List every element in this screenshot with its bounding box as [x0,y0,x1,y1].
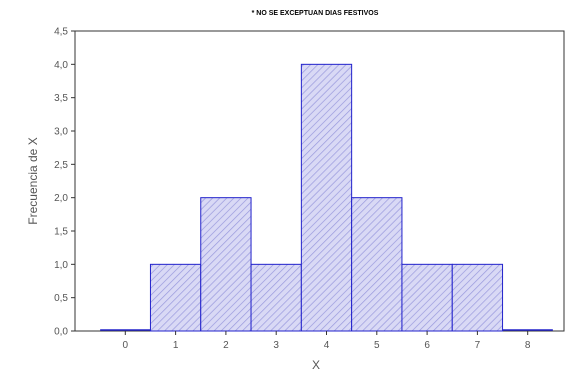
bar-7 [451,263,504,332]
x-tick-label-5: 5 [374,340,380,351]
y-axis-label: Frecuencia de X [26,137,40,224]
x-axis-label: X [312,358,320,372]
x-tick-label-1: 1 [173,340,179,351]
y-tick-label-8: 4,0 [54,60,68,71]
x-tick-label-8: 8 [525,340,531,351]
y-tick-label-0: 0,0 [54,327,68,338]
chart-subtitle: * NO SE EXCEPTUAN DIAS FESTIVOS [252,10,379,17]
bar-5 [351,197,403,332]
x-tick-label-4: 4 [324,340,330,351]
y-tick-label-9: 4,5 [54,27,68,38]
x-ticks-layer: 0 1 2 3 4 5 6 7 8 [123,331,531,351]
x-tick-label-7: 7 [475,340,481,351]
bar-2 [200,197,252,332]
y-tick-label-3: 1,5 [54,227,68,238]
x-tick-label-3: 3 [273,340,279,351]
y-tick-label-4: 2,0 [54,193,68,204]
bar-4 [300,63,353,332]
y-ticks-layer: 0,0 0,5 1,0 1,5 2,0 2,5 3,0 3,5 4,0 4,5 [54,27,75,338]
y-tick-label-7: 3,5 [54,93,68,104]
bars-layer [100,63,553,332]
bar-3 [250,263,302,332]
y-tick-label-6: 3,0 [54,127,68,138]
x-tick-label-6: 6 [424,340,430,351]
x-tick-label-0: 0 [123,340,129,351]
y-tick-label-1: 0,5 [54,293,68,304]
y-tick-label-2: 1,0 [54,260,68,271]
y-tick-label-5: 2,5 [54,160,68,171]
bar-6 [401,263,453,332]
bar-1 [149,263,202,332]
x-tick-label-2: 2 [223,340,229,351]
